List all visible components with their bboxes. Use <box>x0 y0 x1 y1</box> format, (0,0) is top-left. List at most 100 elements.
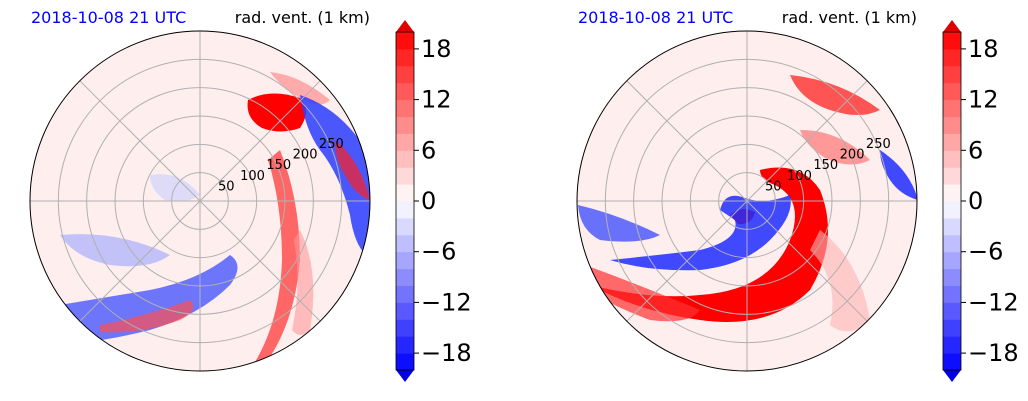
field-region <box>247 93 306 132</box>
field-region <box>335 140 370 200</box>
field-region <box>880 150 917 200</box>
colorbar-bin <box>396 48 414 67</box>
colorbar-extend-top <box>396 20 414 32</box>
angular-grid-line <box>199 200 321 322</box>
colorbar-tick-label: −18 <box>968 339 1019 367</box>
field-region <box>790 75 880 115</box>
colorbar-bin <box>396 234 414 253</box>
angular-grid-line <box>626 200 748 322</box>
colorbar-extend-bottom <box>943 370 961 382</box>
colorbar-bin <box>396 336 414 354</box>
angular-grid-line <box>199 80 321 202</box>
colorbar-bin <box>943 167 961 185</box>
colorbar-bin <box>943 319 961 337</box>
colorbar-tick-label: 18 <box>968 35 999 63</box>
radial-tick-label: 200 <box>293 148 318 163</box>
panel-left-title-date: 2018-10-08 21 UTC <box>31 8 186 27</box>
field-region <box>610 195 791 271</box>
colorbar-tick-label: 0 <box>421 187 436 215</box>
polar-frame-right <box>576 30 918 372</box>
radial-tick-label: 150 <box>266 158 291 173</box>
radial-tick-label: 50 <box>765 179 782 194</box>
radial-tick-label: 100 <box>787 169 812 184</box>
colorbar-bin <box>396 251 414 270</box>
colorbar-tick-label: −18 <box>421 339 472 367</box>
radial-tick-label: 100 <box>240 169 265 184</box>
polar-panel-left: 2018-10-08 21 UTC rad. vent. (1 km) <box>29 8 472 382</box>
colorbar-bin <box>396 116 414 134</box>
colorbar-bin <box>943 353 961 371</box>
angular-grid-line <box>746 200 868 322</box>
radial-tick-label: 200 <box>840 148 865 163</box>
colorbar-bin <box>396 99 414 117</box>
colorbar-right: −18 −12 −6 0 6 12 18 <box>942 20 1019 382</box>
field-region <box>270 72 330 105</box>
colorbar-bin <box>396 302 414 320</box>
panel-right-title-variable: rad. vent. (1 km) <box>782 8 917 27</box>
colorbar-bin <box>396 65 414 84</box>
radial-tick-label: 150 <box>813 158 838 173</box>
colorbar-extend-top <box>943 20 961 32</box>
panel-right-title-date: 2018-10-08 21 UTC <box>578 8 733 27</box>
colorbar-bin <box>943 285 961 303</box>
field-region <box>300 95 370 260</box>
colorbar-bin <box>943 201 961 219</box>
colorbar-tick-label: −12 <box>968 288 1019 316</box>
colorbar-tick-label: 12 <box>421 86 452 114</box>
colorbar-bin <box>396 32 414 50</box>
colorbar-bin <box>396 285 414 303</box>
colorbar-left: −18 −12 −6 0 6 12 18 <box>395 20 472 382</box>
colorbar-bin <box>943 234 961 253</box>
colorbar-bin <box>396 319 414 337</box>
colorbar-tick-label: 12 <box>968 86 999 114</box>
colorbar-bin <box>396 268 414 286</box>
field-region <box>578 205 660 242</box>
colorbar-bin <box>943 82 961 101</box>
field-region <box>100 300 194 333</box>
colorbar-tick-label: 18 <box>421 35 452 63</box>
colorbar-bin <box>943 48 961 67</box>
colorbar-tick-label: 0 <box>968 187 983 215</box>
colorbar-bin <box>943 65 961 84</box>
polar-panel-right: 2018-10-08 21 UTC rad. vent. (1 km) <box>576 8 1019 382</box>
field-region <box>255 150 300 362</box>
colorbar-bin <box>943 133 961 151</box>
radial-tick-label: 50 <box>218 179 235 194</box>
colorbar-bin <box>943 116 961 134</box>
colorbar-tick-label: −6 <box>968 238 1003 266</box>
colorbar-bin <box>396 217 414 236</box>
field-region <box>800 130 870 165</box>
colorbar-bin <box>396 184 414 202</box>
radial-tick-label: 250 <box>319 137 344 152</box>
colorbar-bin <box>396 150 414 168</box>
colorbar-bin <box>396 82 414 101</box>
colorbar-bin <box>943 268 961 286</box>
field-region <box>810 230 870 332</box>
field-region <box>30 255 238 345</box>
colorbar-tick-label: −6 <box>421 238 456 266</box>
colorbar-bin <box>943 184 961 202</box>
colorbar-bin <box>943 99 961 117</box>
colorbar-bin <box>396 167 414 185</box>
colorbar-bin <box>396 353 414 371</box>
panel-left-title-variable: rad. vent. (1 km) <box>235 8 370 27</box>
colorbar-tick-label: 6 <box>968 136 983 164</box>
angular-grid-line <box>79 200 201 322</box>
angular-grid-line <box>626 80 748 202</box>
colorbar-tick-label: 6 <box>421 136 436 164</box>
colorbar-bin <box>943 150 961 168</box>
angular-grid-line <box>746 80 868 202</box>
colorbar-bin <box>943 302 961 320</box>
colorbar-extend-bottom <box>396 370 414 382</box>
radial-tick-label: 250 <box>866 137 891 152</box>
colorbar-bin <box>943 217 961 236</box>
angular-grid-line <box>79 80 201 202</box>
colorbar-bin <box>943 251 961 270</box>
colorbar-bin <box>396 201 414 219</box>
field-region <box>585 265 700 322</box>
